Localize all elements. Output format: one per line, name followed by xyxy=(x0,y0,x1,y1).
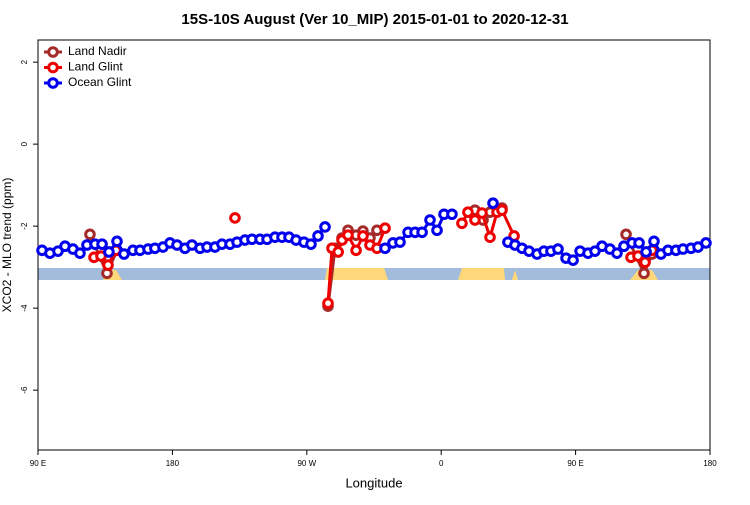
data-point xyxy=(462,206,474,218)
chart-title: 15S-10S August (Ver 10_MIP) 2015-01-01 t… xyxy=(181,11,568,28)
x-tick-label: 90 W xyxy=(297,459,316,468)
data-point xyxy=(379,242,391,255)
legend-label: Land Glint xyxy=(68,60,123,74)
data-point xyxy=(319,221,331,233)
data-point xyxy=(431,224,443,237)
data-point xyxy=(700,237,712,249)
land-shape xyxy=(512,270,518,280)
legend-label: Ocean Glint xyxy=(68,75,132,89)
y-tick-label: -2 xyxy=(20,222,29,230)
legend-marker xyxy=(47,61,59,74)
data-point xyxy=(350,244,362,257)
legend-label: Land Nadir xyxy=(68,44,127,58)
x-axis-label: Longitude xyxy=(345,475,402,490)
data-point xyxy=(640,246,652,258)
map-strip xyxy=(38,268,710,280)
data-point xyxy=(102,259,114,271)
x-tick-label: 90 E xyxy=(30,459,46,468)
data-point xyxy=(416,226,428,239)
data-point xyxy=(638,267,650,280)
data-point xyxy=(118,248,130,260)
data-point xyxy=(74,247,86,259)
data-point xyxy=(103,246,115,258)
data-point xyxy=(484,231,496,244)
x-tick-label: 0 xyxy=(439,459,444,468)
legend-marker xyxy=(47,77,59,89)
data-point xyxy=(611,247,623,259)
data-point xyxy=(424,214,436,226)
data-point xyxy=(620,228,632,241)
data-point xyxy=(84,228,96,241)
data-point xyxy=(111,235,123,248)
data-point xyxy=(446,208,458,221)
data-point xyxy=(332,246,344,258)
x-tick-label: 180 xyxy=(166,459,180,468)
data-point xyxy=(96,238,108,250)
x-tick-label: 90 E xyxy=(567,459,583,468)
data-point xyxy=(305,238,317,250)
data-point xyxy=(476,207,488,219)
y-tick-label: 2 xyxy=(20,59,29,64)
legend-marker xyxy=(47,46,59,58)
data-point xyxy=(357,230,369,242)
data-point xyxy=(379,222,391,234)
x-tick-label: 180 xyxy=(703,459,717,468)
data-point xyxy=(552,243,564,255)
data-point xyxy=(567,254,579,266)
data-point xyxy=(639,256,651,269)
data-point xyxy=(633,237,645,249)
data-point xyxy=(456,217,468,230)
data-point xyxy=(487,197,499,209)
y-tick-label: 0 xyxy=(20,141,29,146)
data-point xyxy=(648,235,660,248)
data-point xyxy=(496,204,508,216)
y-tick-label: -6 xyxy=(20,386,29,394)
y-axis-label: XCO2 - MLO trend (ppm) xyxy=(0,178,14,313)
data-point xyxy=(322,297,334,310)
land-shape xyxy=(325,268,388,280)
data-point xyxy=(342,229,354,241)
y-tick-label: -4 xyxy=(20,304,29,312)
data-point xyxy=(469,214,481,226)
data-point xyxy=(394,236,406,248)
data-point xyxy=(312,230,324,242)
land-shape xyxy=(458,268,505,280)
data-point xyxy=(229,212,241,224)
